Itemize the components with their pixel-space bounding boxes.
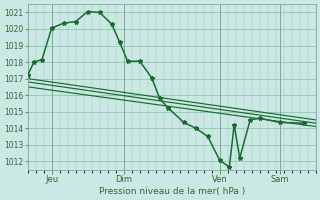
X-axis label: Pression niveau de la mer( hPa ): Pression niveau de la mer( hPa ): [99, 187, 245, 196]
